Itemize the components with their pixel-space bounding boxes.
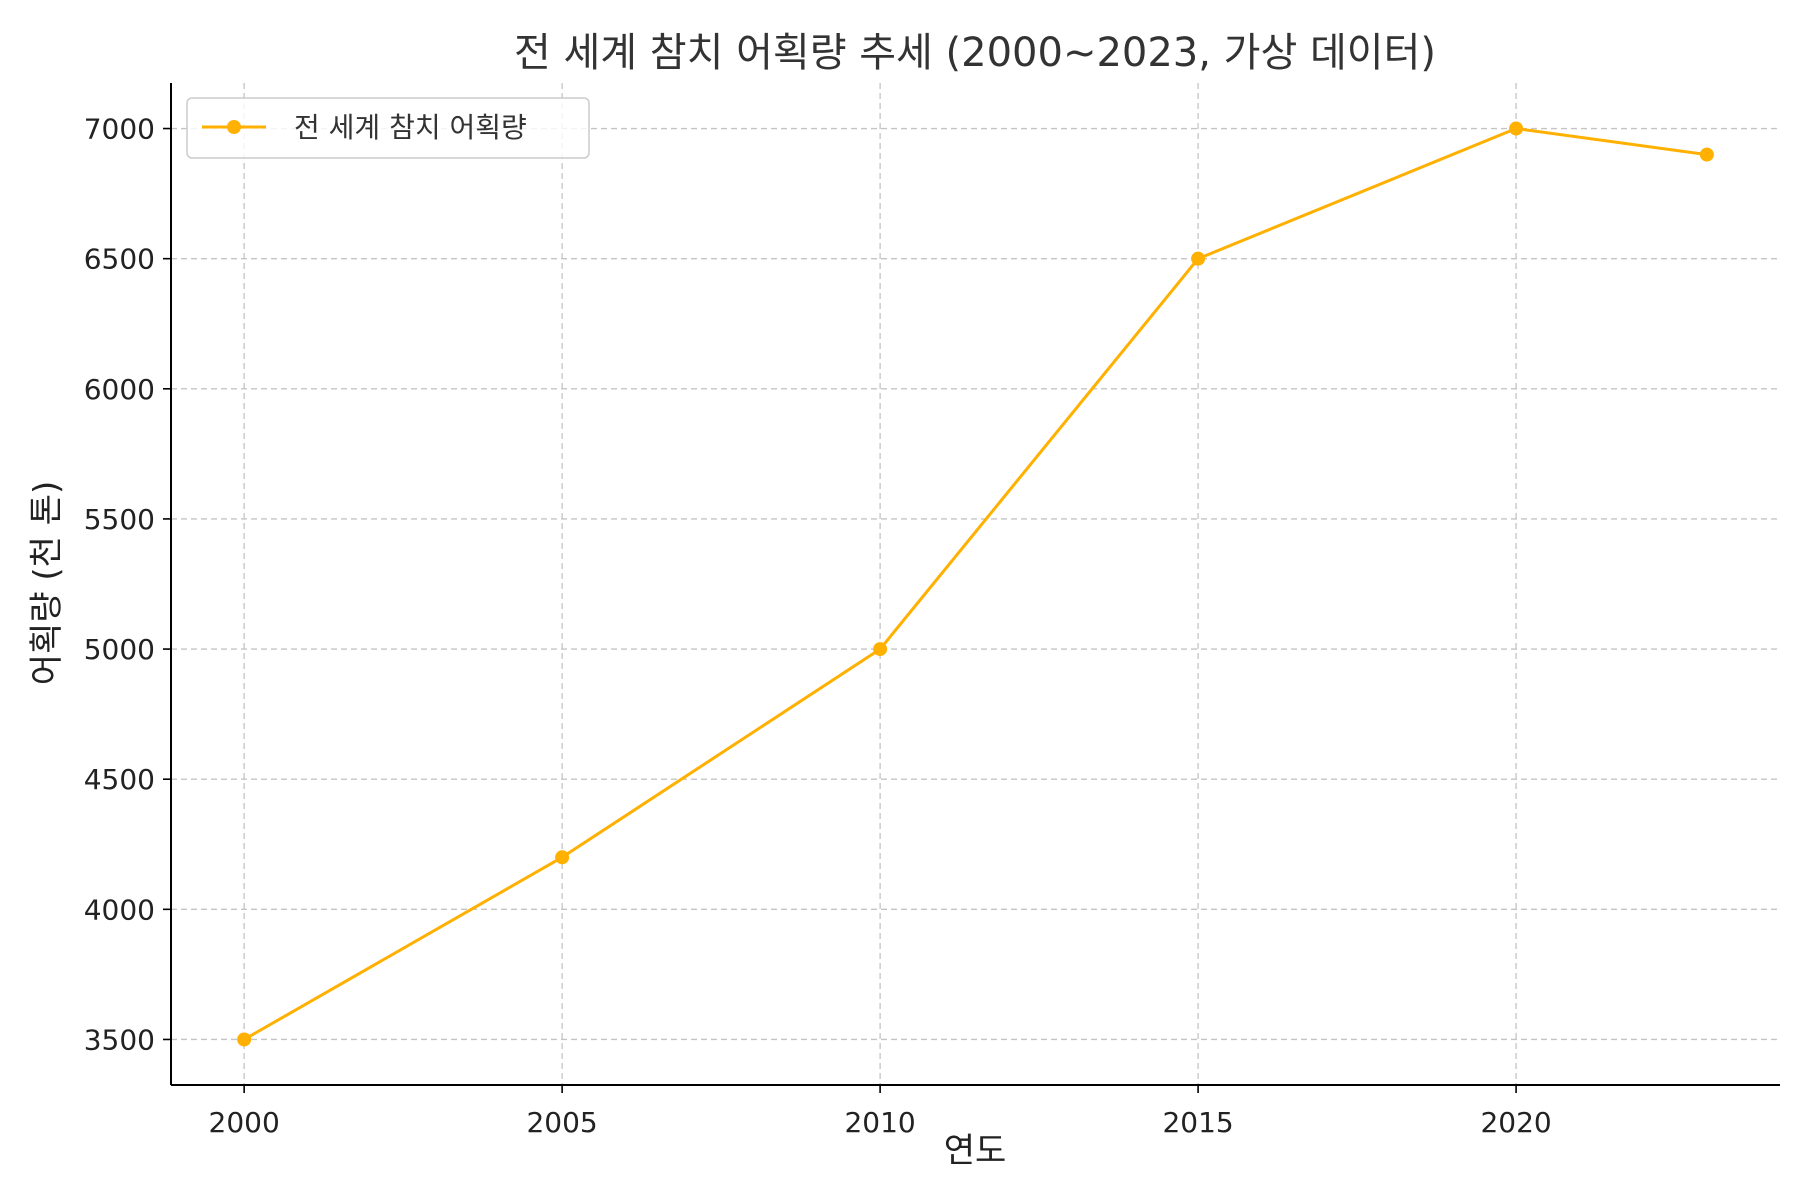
series-line-0 bbox=[242, 127, 1709, 1041]
y-tick-label-5500: 5500 bbox=[84, 503, 155, 536]
x-tick-label-2005: 2005 bbox=[526, 1106, 597, 1139]
legend: 전 세계 참치 어획량 bbox=[186, 97, 590, 159]
data-point-2015 bbox=[1191, 251, 1206, 266]
y-tick-label-5000: 5000 bbox=[84, 633, 155, 666]
y-tick-label-4500: 4500 bbox=[84, 763, 155, 796]
tick-labels: 2000 2005 2010 2015 2020 3500 4000 4500 5000 5500… bbox=[84, 113, 1552, 1139]
y-tick-label-6500: 6500 bbox=[84, 243, 155, 276]
legend-marker bbox=[227, 120, 241, 134]
axes bbox=[163, 83, 1780, 1093]
x-tick-label-2020: 2020 bbox=[1480, 1106, 1551, 1139]
x-tick-label-2010: 2010 bbox=[844, 1106, 915, 1139]
y-tick-label-7000: 7000 bbox=[84, 113, 155, 146]
legend-box bbox=[186, 97, 590, 159]
data-point-2020 bbox=[1509, 121, 1524, 136]
data-point-2023 bbox=[1699, 147, 1714, 162]
x-tick-label-2015: 2015 bbox=[1162, 1106, 1233, 1139]
data-point-2000 bbox=[237, 1032, 252, 1047]
y-tick-label-6000: 6000 bbox=[84, 373, 155, 406]
y-tick-label-4000: 4000 bbox=[84, 893, 155, 926]
grid-lines bbox=[171, 83, 1780, 1085]
legend-entry-label: 전 세계 참치 어획량 bbox=[294, 111, 527, 144]
y-axis-label: 어획량 (천 톤) bbox=[27, 481, 67, 686]
x-tick-label-2000: 2000 bbox=[209, 1106, 280, 1139]
data-point-2010 bbox=[873, 642, 888, 657]
y-tick-label-3500: 3500 bbox=[84, 1023, 155, 1056]
x-axis-label: 연도 bbox=[944, 1131, 1007, 1171]
data-point-2005 bbox=[555, 850, 570, 865]
series-layer bbox=[237, 121, 1714, 1047]
chart-title: 전 세계 참치 어획량 추세 (2000~2023, 가상 데이터) bbox=[514, 30, 1436, 76]
